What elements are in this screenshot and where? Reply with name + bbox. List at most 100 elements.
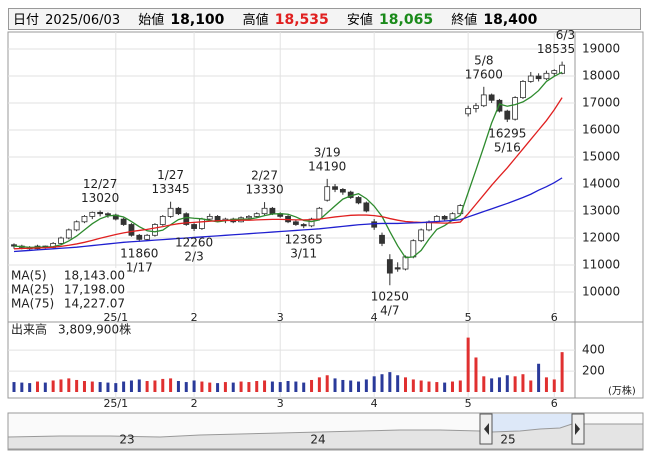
candle-body bbox=[269, 207, 276, 215]
annotation-value: 16295 bbox=[488, 127, 526, 141]
candle-body bbox=[363, 202, 370, 212]
frame bbox=[7, 31, 644, 399]
volume-bar bbox=[216, 383, 220, 392]
volume-bar bbox=[20, 382, 24, 392]
volume-bar bbox=[388, 372, 392, 392]
volume-bar bbox=[239, 381, 243, 392]
candle-body bbox=[551, 70, 558, 74]
ma-line bbox=[13, 71, 563, 259]
nav-label: 24 bbox=[310, 433, 325, 447]
annotation-date: 2/27 bbox=[251, 169, 278, 183]
legend-name: MA(5) bbox=[11, 269, 47, 283]
volume-bar bbox=[396, 375, 400, 392]
volume-bar bbox=[450, 381, 454, 392]
volume-bar bbox=[200, 381, 204, 392]
volume-bar bbox=[490, 378, 494, 392]
y-tick-label: 17000 bbox=[582, 96, 620, 110]
candle-body bbox=[58, 237, 64, 244]
x-tick-label: 25/1 bbox=[103, 311, 128, 324]
y-tick-label: 12000 bbox=[582, 230, 620, 244]
y-tick-label: 19000 bbox=[582, 42, 620, 56]
volume-bar bbox=[325, 375, 329, 392]
candle-body bbox=[512, 97, 519, 120]
candle-body bbox=[504, 110, 511, 120]
x-tick-label: 6 bbox=[551, 397, 558, 410]
y-tick-label: 16000 bbox=[582, 123, 620, 137]
annotation-value: 13020 bbox=[81, 191, 119, 205]
volume-bar bbox=[482, 376, 486, 392]
annotation-value: 17600 bbox=[465, 67, 503, 81]
annotation-date: 4/7 bbox=[380, 304, 399, 318]
volume-bar bbox=[443, 382, 447, 392]
candle-body bbox=[332, 186, 338, 190]
y-tick-label: 400 bbox=[582, 343, 605, 357]
candle-body bbox=[441, 215, 448, 220]
label: 終値 bbox=[451, 13, 478, 28]
x-tick-label: 5 bbox=[465, 311, 472, 324]
volume-bar bbox=[364, 379, 368, 392]
candle-body bbox=[402, 256, 409, 270]
annotation-value: 18535 bbox=[537, 42, 575, 56]
candle-body bbox=[128, 224, 135, 236]
volume-bar bbox=[255, 381, 259, 392]
volume-bar bbox=[59, 379, 63, 392]
volume-bar bbox=[310, 379, 314, 392]
volume-bar bbox=[505, 375, 509, 392]
candle-body bbox=[73, 221, 80, 231]
candle-body bbox=[535, 75, 542, 80]
volume-bar bbox=[263, 380, 267, 392]
candle-body bbox=[355, 197, 362, 204]
annotation-date: 5/16 bbox=[494, 141, 521, 155]
volume-bar bbox=[497, 377, 501, 392]
x-tick-label: 6 bbox=[551, 311, 558, 324]
legend-value: 14,227.07 bbox=[64, 297, 125, 311]
arrow bbox=[575, 423, 580, 435]
volume-bar bbox=[51, 380, 55, 392]
candle-body bbox=[206, 215, 213, 220]
annotation-value: 12365 bbox=[285, 233, 323, 247]
nav-label: 23 bbox=[119, 433, 134, 447]
candle-body bbox=[245, 215, 252, 219]
volume-bar bbox=[145, 381, 149, 392]
label: 始値 bbox=[138, 13, 165, 28]
date: 2025/06/03 bbox=[45, 13, 121, 28]
volume-bar bbox=[466, 337, 470, 392]
volume-bar bbox=[404, 377, 407, 392]
legend-box bbox=[9, 268, 127, 311]
volume-bar bbox=[137, 379, 141, 392]
volume-bar bbox=[458, 380, 462, 392]
volume-bar bbox=[349, 380, 353, 392]
volume-bar bbox=[317, 377, 321, 392]
candle-body bbox=[473, 105, 479, 109]
volume-bar bbox=[419, 380, 423, 392]
volume-bar bbox=[357, 381, 361, 392]
candle-body bbox=[253, 213, 260, 217]
candle-body bbox=[480, 94, 487, 107]
volume-bar bbox=[169, 378, 173, 392]
candle-body bbox=[543, 72, 550, 80]
volume-bar bbox=[176, 381, 180, 392]
annotation-value: 13345 bbox=[152, 182, 190, 196]
candle-body bbox=[324, 186, 331, 201]
candle-body bbox=[183, 213, 190, 225]
candle-body bbox=[386, 259, 393, 274]
y-tick-label: 200 bbox=[582, 364, 605, 378]
label: 安値 bbox=[346, 13, 373, 28]
x-tick-label: 4 bbox=[371, 311, 378, 324]
header: 日付 2025/06/03 始値 18,100 高値 18,535 安値 18,… bbox=[8, 8, 641, 30]
volume-bar bbox=[106, 382, 110, 392]
label: 日付 bbox=[13, 13, 40, 28]
volume-bar bbox=[43, 382, 47, 392]
candle-body bbox=[191, 224, 197, 229]
arrow bbox=[484, 423, 489, 435]
volume-bar bbox=[75, 379, 79, 392]
candle-body bbox=[89, 211, 96, 217]
volume-bar bbox=[12, 382, 16, 392]
y-tick-label: 13000 bbox=[582, 203, 620, 217]
candle-body bbox=[261, 207, 268, 215]
volume-bar bbox=[122, 381, 126, 392]
volume-bar bbox=[208, 382, 212, 392]
value: 18,100 bbox=[170, 12, 225, 28]
candle-body bbox=[144, 234, 151, 240]
